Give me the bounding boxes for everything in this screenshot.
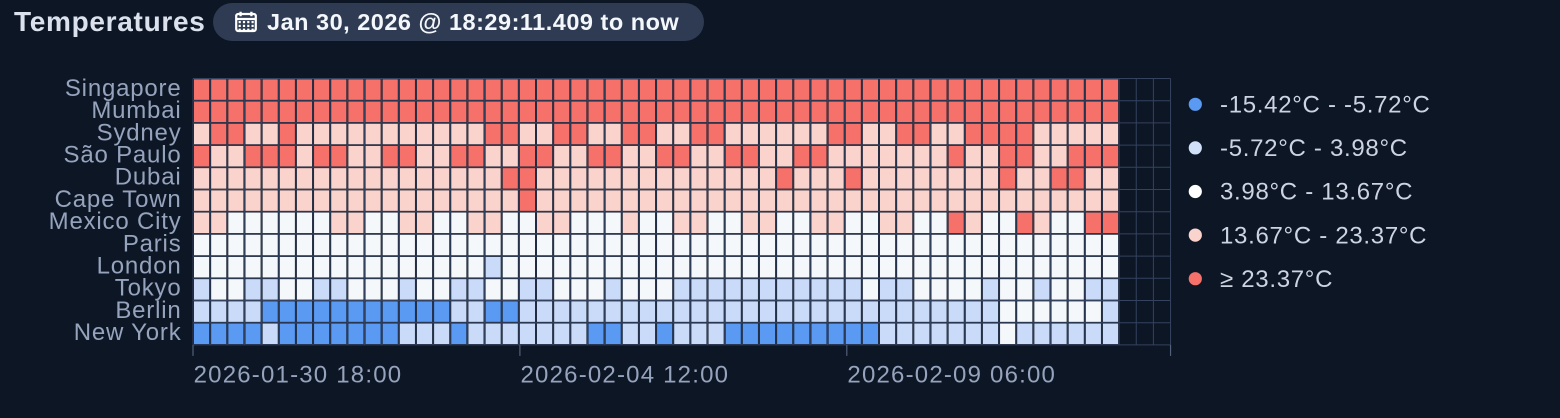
svg-text:3.98°C - 13.67°C: 3.98°C - 13.67°C [1220, 179, 1413, 206]
svg-text:São Paulo: São Paulo [64, 142, 182, 169]
svg-text:Mexico City: Mexico City [49, 208, 182, 235]
svg-text:Sydney: Sydney [97, 119, 182, 146]
svg-text:Cape Town: Cape Town [55, 186, 182, 213]
svg-text:London: London [97, 253, 182, 280]
svg-text:≥ 23.37°C: ≥ 23.37°C [1220, 266, 1333, 293]
svg-text:New York: New York [74, 319, 182, 346]
svg-text:-5.72°C - 3.98°C: -5.72°C - 3.98°C [1220, 135, 1408, 162]
svg-text:2026-02-09 06:00: 2026-02-09 06:00 [847, 362, 1056, 389]
svg-text:Berlin: Berlin [115, 297, 181, 324]
svg-text:2026-01-30 18:00: 2026-01-30 18:00 [194, 362, 403, 389]
svg-text:2026-02-04 12:00: 2026-02-04 12:00 [521, 362, 730, 389]
svg-text:13.67°C - 23.37°C: 13.67°C - 23.37°C [1220, 222, 1427, 249]
svg-text:Singapore: Singapore [65, 75, 182, 102]
svg-text:Tokyo: Tokyo [115, 275, 182, 302]
svg-text:-15.42°C - -5.72°C: -15.42°C - -5.72°C [1220, 92, 1431, 119]
svg-text:Paris: Paris [123, 230, 182, 257]
svg-text:Dubai: Dubai [115, 164, 182, 191]
svg-text:Mumbai: Mumbai [91, 97, 181, 124]
